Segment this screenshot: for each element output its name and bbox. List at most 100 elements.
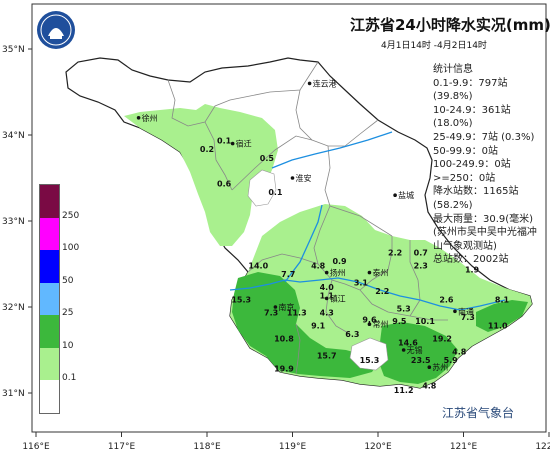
lon-tick-label: 120°E: [364, 442, 392, 452]
city-dot: [453, 309, 457, 314]
lat-tick-label: 31°N: [2, 389, 25, 399]
city-label: 扬州: [330, 268, 346, 278]
station-value: 0.6: [217, 180, 232, 189]
stats-line: 0.1-9.9：797站: [433, 77, 508, 89]
station-values: 0.20.10.60.50.10.72.22.3 1.914.07.74.8 0.9…: [200, 137, 510, 395]
station-value: 19.2: [432, 334, 452, 343]
station-value: 23.5: [411, 356, 431, 365]
station-value: 9.1: [311, 322, 326, 331]
station-value: 4.8: [422, 382, 437, 391]
lat-tick-label: 32°N: [2, 303, 25, 313]
city-label: 宿迁: [236, 139, 252, 149]
station-value: 5.9: [444, 356, 459, 365]
legend-band: [40, 380, 59, 413]
station-value: 15.3: [360, 356, 380, 365]
stats-line: 10-24.9：361站: [433, 104, 511, 116]
time-range: 4月1日14时 -4月2日14时: [381, 41, 487, 51]
station-value: 7.3: [264, 309, 278, 318]
station-value: 19.9: [274, 365, 294, 374]
stats-line: (18.0%): [433, 118, 473, 130]
station-value: 4.8: [311, 261, 326, 270]
station-value: 7.3: [461, 313, 475, 322]
station-value: 0.1: [217, 137, 232, 146]
station-value: 8.1: [495, 296, 510, 305]
station-value: 0.5: [260, 154, 275, 163]
city-dot: [273, 305, 278, 309]
station-value: 10.8: [274, 334, 294, 343]
station-value: 5.3: [397, 304, 411, 313]
axes: 116°E 117°E 118°E 119°E 120°E 121°E 122°E 35°N 3…: [2, 45, 550, 452]
station-value: 9.6: [362, 315, 377, 324]
city-dot: [230, 141, 235, 146]
city-dot: [136, 116, 141, 120]
statistics-panel: 统计信息 0.1-9.9：797站 (39.8%) 10-24.9：361站 (…: [433, 63, 548, 267]
lat-tick-label: 34°N: [2, 131, 25, 141]
station-value: 15.7: [317, 352, 337, 361]
legend-band: [40, 250, 59, 283]
station-value: 1.1: [320, 291, 335, 300]
stats-line: 50-99.9：0站: [433, 145, 498, 157]
cma-logo-icon: [37, 11, 75, 49]
stats-line: 最大雨量：30.9(毫米): [433, 213, 534, 225]
rain-area-10-25-coast: [476, 300, 528, 332]
legend-label: 0.1: [62, 373, 77, 384]
color-legend: [39, 184, 60, 414]
station-value: 9.5: [392, 317, 407, 326]
station-value: 0.7: [414, 248, 428, 257]
legend-label: 10: [62, 340, 74, 351]
station-value: 14.6: [398, 339, 418, 348]
lat-tick-label: 35°N: [2, 45, 25, 55]
city-dot: [367, 322, 372, 327]
lat-tick-label: 33°N: [2, 217, 25, 227]
station-value: 0.2: [200, 145, 214, 154]
city-label: 苏州: [432, 362, 448, 372]
station-value: 4.0: [320, 283, 335, 292]
lon-tick-label: 116°E: [22, 442, 50, 452]
legend-label: 25: [62, 308, 74, 319]
legend-band: [40, 217, 59, 251]
city-dot: [427, 365, 432, 370]
station-value: 4.3: [320, 309, 334, 318]
station-value: 15.3: [231, 296, 251, 305]
city-boundaries: [167, 61, 448, 375]
rain-area-10-25-west: [232, 272, 380, 378]
lon-tick-label: 117°E: [108, 442, 136, 452]
legend-band: [40, 185, 59, 218]
city-label: 淮安: [296, 173, 312, 183]
page-title: 江苏省24小时降水实况(mm): [350, 16, 550, 34]
station-value: 10.1: [415, 317, 435, 326]
legend-label: 250: [62, 210, 80, 221]
legend-label: 100: [62, 243, 80, 254]
station-value: 3.1: [354, 279, 369, 288]
stats-line: (58.2%): [433, 199, 473, 211]
legend-label: 50: [62, 275, 74, 286]
city-label: 盐城: [398, 190, 414, 200]
lon-tick-label: 119°E: [279, 442, 307, 452]
map-frame: [31, 3, 547, 433]
station-value: 4.8: [452, 347, 467, 356]
stats-line: 100-249.9：0站: [433, 159, 511, 171]
agency-name: 江苏省气象台: [442, 406, 515, 420]
stats-line: 降水站数：1165站: [433, 186, 519, 198]
stats-line: 25-49.9：7站 (0.3%): [433, 131, 535, 143]
rain-area-10-25-east: [378, 322, 458, 384]
city-label: 徐州: [142, 113, 158, 123]
city-dot: [324, 270, 329, 275]
city-label: 常州: [372, 320, 388, 329]
city-dot: [307, 81, 312, 86]
station-value: 6.3: [345, 330, 359, 339]
station-value: 2.2: [388, 248, 402, 257]
stats-line: 统计信息: [433, 64, 473, 75]
city-label: 连云港: [313, 78, 337, 88]
station-value: 14.0: [248, 261, 268, 270]
station-value: 11.3: [287, 309, 307, 318]
lon-tick-label: 118°E: [193, 442, 221, 452]
legend-band: [40, 347, 59, 381]
rivers: [229, 131, 506, 311]
city-dot: [324, 296, 329, 301]
city-dot: [290, 176, 295, 180]
city-label: 南京: [278, 302, 294, 312]
station-value: 0.9: [332, 257, 347, 266]
station-value: 7.7: [281, 270, 295, 279]
